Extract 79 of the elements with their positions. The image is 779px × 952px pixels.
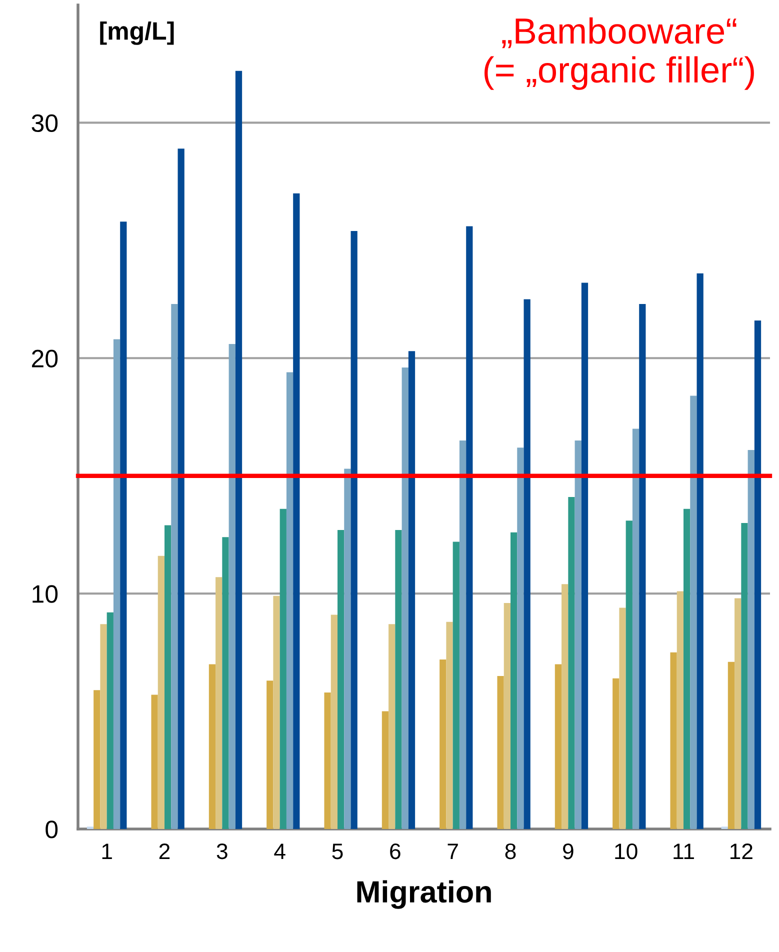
bar: [684, 508, 690, 829]
bar: [734, 598, 742, 829]
bar: [408, 351, 416, 829]
bar: [690, 396, 697, 829]
text: „Bambooware“ (= „organic filler“): [484, 17, 754, 90]
bar: [171, 304, 178, 829]
bar: [228, 344, 236, 829]
bar: [568, 497, 575, 829]
bar: [266, 680, 274, 829]
x-tick-label: 11: [674, 844, 694, 859]
x-tick-label: 12: [730, 843, 752, 859]
bar: [164, 525, 172, 829]
bar: [574, 440, 582, 829]
y-tick-label: 30: [32, 114, 58, 132]
bar: [222, 537, 229, 829]
bar: [395, 530, 402, 829]
bar: [670, 652, 677, 829]
x-tick-label: 6: [390, 843, 400, 860]
bar: [388, 624, 396, 829]
bar: [741, 522, 748, 829]
y-tick-label: 0: [46, 820, 58, 838]
bar: [517, 448, 524, 829]
x-tick-label: 7: [448, 844, 458, 859]
y-tick-label: 20: [32, 350, 58, 368]
bar: [330, 614, 338, 829]
x-axis-title: Migration: [357, 880, 491, 909]
x-tick-label: 9: [563, 843, 574, 860]
bar: [754, 320, 762, 829]
bar: [562, 584, 568, 829]
y-axis-title: [mg/L]: [100, 21, 174, 45]
bar: [216, 577, 222, 829]
bar: [280, 508, 286, 829]
bar: [324, 692, 331, 829]
x-tick-label: 10: [615, 843, 638, 860]
bar: [619, 608, 626, 829]
bar: [452, 542, 460, 829]
x-tick-label: 5: [332, 844, 343, 860]
bar: [293, 193, 300, 829]
bar: [235, 70, 242, 829]
bar: [178, 148, 184, 829]
bar: [676, 591, 684, 829]
bar: [151, 694, 158, 829]
bar: [581, 282, 588, 829]
bar: [639, 304, 646, 829]
bar: [120, 222, 127, 829]
bar: [382, 711, 389, 829]
bar: [286, 372, 294, 829]
bar: [626, 520, 632, 829]
bar: [748, 450, 754, 829]
bar: [554, 664, 562, 829]
bar: [100, 624, 107, 829]
bar: [94, 690, 100, 829]
y-tick-label: 10: [32, 585, 58, 603]
bar: [466, 226, 473, 829]
bar: [440, 659, 446, 829]
bar: [632, 428, 640, 829]
bar: [728, 662, 735, 829]
x-tick-label: 3: [216, 843, 228, 860]
bar: [338, 530, 344, 829]
x-tick-label: 2: [159, 843, 170, 859]
bar: [158, 556, 164, 829]
bar: [350, 231, 358, 829]
bar: [459, 440, 466, 829]
bar: [510, 532, 518, 829]
bar: [612, 678, 620, 829]
bar: [113, 339, 120, 829]
bar: [504, 602, 510, 829]
bar: [497, 676, 504, 829]
bar: [696, 273, 704, 829]
bar: [273, 596, 280, 829]
bar: [524, 299, 530, 829]
bar: [106, 612, 114, 829]
bar: [208, 664, 216, 829]
bar: [402, 368, 408, 829]
x-tick-label: 1: [102, 844, 112, 859]
x-tick-label: 8: [505, 843, 516, 860]
bar: [344, 468, 351, 829]
bar: [446, 622, 453, 829]
x-tick-label: 4: [274, 844, 286, 859]
